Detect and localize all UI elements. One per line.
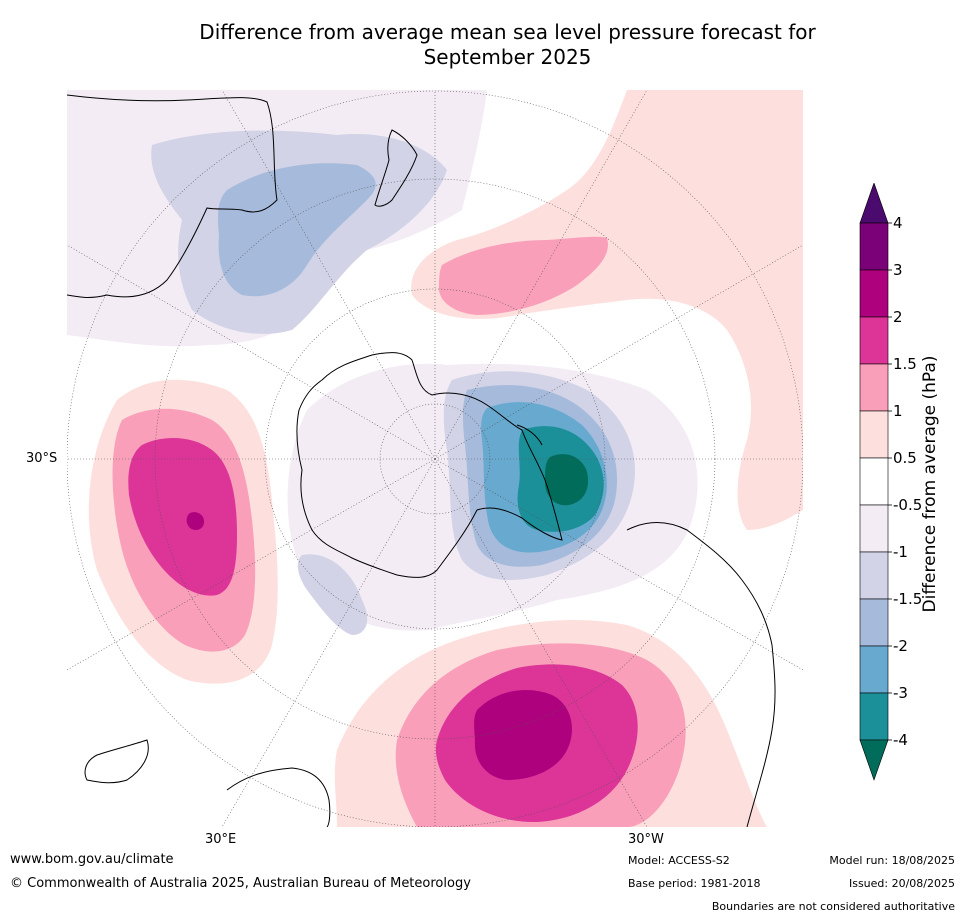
colorbar-tick-label: 2 xyxy=(893,308,903,326)
anomaly-region-magenta-indian xyxy=(128,438,237,596)
colorbar-band xyxy=(859,363,889,412)
pressure-anomaly-map[interactable] xyxy=(67,90,803,827)
footer-model: Model: ACCESS-S2 xyxy=(628,854,730,867)
anomaly-region-pink-pacific xyxy=(438,236,608,315)
anomaly-region-darkmagenta-indian xyxy=(186,512,205,531)
graticule-meridians xyxy=(67,90,803,827)
colorbar-under-triangle xyxy=(859,739,889,781)
colorbar-tick-label: -0.5 xyxy=(893,496,922,514)
lon-label-30w: 30°W xyxy=(628,832,664,847)
colorbar-over-triangle xyxy=(859,182,889,224)
colorbar-tick-label: -2 xyxy=(893,637,908,655)
anomaly-region-lightblue-southwest xyxy=(297,554,368,635)
colorbar-band xyxy=(859,504,889,553)
footer-disclaimer: Boundaries are not considered authoritat… xyxy=(711,900,955,913)
new-zealand-coastline xyxy=(374,129,418,207)
colorbar-tick-label: -1.5 xyxy=(893,590,922,608)
colorbar-tick-label: 0.5 xyxy=(893,449,917,467)
anomaly-region-palepink-pacific xyxy=(411,90,803,530)
lat-label-30s: 30°S xyxy=(26,451,58,466)
colorbar-band xyxy=(859,457,889,506)
colorbar-band xyxy=(859,222,889,271)
antarctic-peninsula-coastline xyxy=(516,424,543,446)
colorbar-band xyxy=(859,551,889,600)
colorbar-band xyxy=(859,645,889,694)
footer-model-run: Model run: 18/08/2025 xyxy=(829,854,955,867)
footer-base-period: Base period: 1981-2018 xyxy=(628,877,761,890)
antarctica-coastline xyxy=(296,352,563,578)
map-svg xyxy=(67,90,803,827)
colorbar-band xyxy=(859,269,889,318)
title-line-2: September 2025 xyxy=(423,45,592,69)
footer-url[interactable]: www.bom.gov.au/climate xyxy=(10,852,174,867)
africa-coastline xyxy=(226,767,331,827)
colorbar-tick-label: 1.5 xyxy=(893,355,917,373)
anomaly-region-darkmagenta-south xyxy=(474,690,572,780)
colorbar-band xyxy=(859,410,889,459)
title-line-1: Difference from average mean sea level p… xyxy=(199,20,816,44)
colorbar-band xyxy=(859,598,889,647)
colorbar-tick-label: -4 xyxy=(893,731,908,749)
south-america-coastline xyxy=(626,522,776,827)
colorbar-tick-label: 4 xyxy=(893,214,903,232)
colorbar-tick-label: -1 xyxy=(893,543,908,561)
colorbar-band xyxy=(859,692,889,741)
colorbar: 4 3 2 1.5 1 0.5 -0.5 -1 -1.5 -2 -3 -4 xyxy=(855,182,965,783)
anomaly-region-darkteal-drake xyxy=(545,454,589,506)
madagascar-coastline xyxy=(84,739,149,784)
footer-issued: Issued: 20/08/2025 xyxy=(848,877,955,890)
footer-copyright: © Commonwealth of Australia 2025, Austra… xyxy=(10,876,471,891)
anomaly-region-blue-tasman xyxy=(217,163,376,297)
australia-coastline xyxy=(67,94,278,298)
colorbar-svg: 4 3 2 1.5 1 0.5 -0.5 -1 -1.5 -2 -3 -4 xyxy=(859,182,922,781)
coastlines xyxy=(67,94,776,827)
colorbar-tick-label: -3 xyxy=(893,684,908,702)
colorbar-tick-label: 3 xyxy=(893,261,903,279)
lon-label-30e: 30°E xyxy=(205,832,237,847)
colorbar-title: Difference from average (hPa) xyxy=(920,355,940,613)
chart-title: Difference from average mean sea level p… xyxy=(0,20,965,70)
colorbar-tick-label: 1 xyxy=(893,402,903,420)
colorbar-band xyxy=(859,316,889,365)
